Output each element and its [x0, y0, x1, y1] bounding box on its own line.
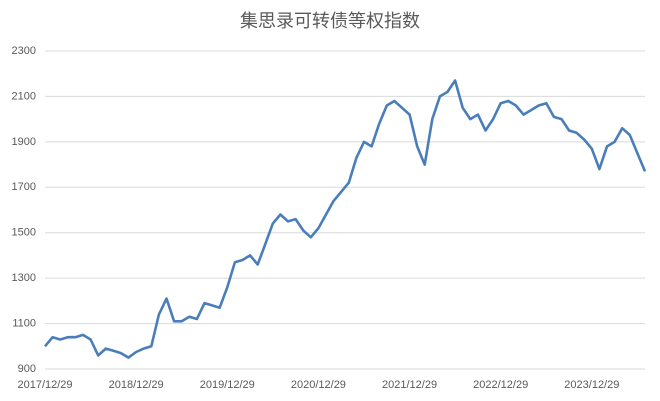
x-tick-label: 2017/12/29: [17, 379, 72, 391]
x-tick-label: 2022/12/29: [473, 379, 528, 391]
x-tick-label: 2023/12/29: [564, 379, 619, 391]
y-tick-label: 1300: [12, 272, 36, 284]
y-tick-label: 2100: [12, 90, 36, 102]
y-tick-label: 1500: [12, 227, 36, 239]
y-tick-label: 900: [18, 363, 36, 375]
y-tick-label: 1100: [12, 317, 36, 329]
data-line: [44, 79, 647, 359]
x-tick-label: 2020/12/29: [291, 379, 346, 391]
y-tick-label: 1700: [12, 181, 36, 193]
y-tick-label: 2300: [12, 45, 36, 57]
x-tick-label: 2018/12/29: [109, 379, 164, 391]
x-tick-label: 2021/12/29: [382, 379, 437, 391]
y-tick-label: 1900: [12, 136, 36, 148]
x-tick-label: 2019/12/29: [200, 379, 255, 391]
chart-title: 集思录可转债等权指数: [240, 11, 420, 31]
